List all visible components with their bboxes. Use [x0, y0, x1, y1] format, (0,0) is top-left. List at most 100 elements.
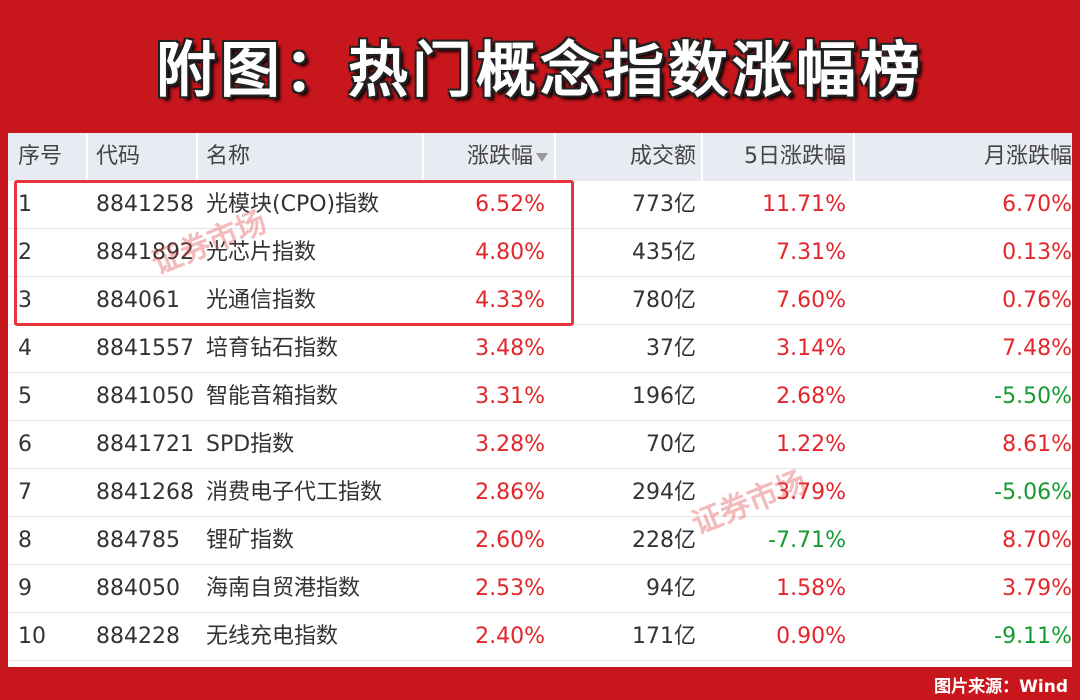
table-cell: 2 — [18, 240, 32, 265]
column-header: 序号 — [18, 144, 63, 169]
table-cell: 3.48% — [475, 336, 545, 361]
table-cell: 3.79% — [1002, 576, 1072, 601]
table-cell: 培育钻石指数 — [206, 336, 339, 361]
table-cell: 0.13% — [1002, 240, 1072, 265]
table-cell: 8.70% — [1002, 528, 1072, 553]
table-cell: 8 — [18, 528, 32, 553]
table-cell: 2.60% — [475, 528, 545, 553]
table-cell: 8841258 — [96, 192, 194, 217]
table-cell: 8841557 — [96, 336, 194, 361]
table-cell: 70亿 — [646, 432, 696, 457]
table-cell: 2.40% — [475, 624, 545, 649]
header-cell-bg — [855, 133, 1072, 181]
table-cell: 光通信指数 — [206, 288, 317, 313]
row-separator — [8, 420, 1072, 421]
table-cell: 3.28% — [475, 432, 545, 457]
table-cell: -9.11% — [994, 624, 1072, 649]
table-cell: 0.76% — [1002, 288, 1072, 313]
table-cell: -5.50% — [994, 384, 1072, 409]
row-separator — [8, 372, 1072, 373]
table-cell: 7.60% — [776, 288, 846, 313]
table-cell: 294亿 — [632, 480, 696, 505]
table-cell: 9 — [18, 576, 32, 601]
table-panel: 序号 代码 名称 涨跌幅 成交额 5日涨跌幅 月涨跌幅 1 8841258 光模块(CPO)指数 6… — [8, 133, 1072, 667]
table-cell: 6 — [18, 432, 32, 457]
column-header: 成交额 — [629, 144, 696, 169]
table-cell: 11.71% — [762, 192, 846, 217]
header-cell-bg — [88, 133, 196, 181]
table-cell: 4.33% — [475, 288, 545, 313]
source-note: 图片来源：Wind — [934, 677, 1068, 697]
column-header: 涨跌幅 — [466, 144, 533, 169]
table-cell: 1 — [18, 192, 32, 217]
row-separator — [8, 468, 1072, 469]
table-cell: 7 — [18, 480, 32, 505]
column-header: 代码 — [96, 144, 141, 169]
table-cell: 1.22% — [776, 432, 846, 457]
table-cell: 智能音箱指数 — [206, 384, 339, 409]
table-cell: 171亿 — [632, 624, 696, 649]
header-cell-bg — [198, 133, 422, 181]
header-cell-bg — [8, 133, 86, 181]
table-cell: 8841050 — [96, 384, 194, 409]
row-separator — [8, 564, 1072, 565]
table-cell: 3.79% — [776, 480, 846, 505]
table-cell: 3.14% — [776, 336, 846, 361]
table-cell: 435亿 — [632, 240, 696, 265]
table-cell: 0.90% — [776, 624, 846, 649]
table-cell: 4.80% — [475, 240, 545, 265]
table-cell: 海南自贸港指数 — [206, 576, 361, 601]
table-cell: 2.68% — [776, 384, 846, 409]
table-cell: 6.52% — [475, 192, 545, 217]
table-cell: 5 — [18, 384, 32, 409]
column-header: 月涨跌幅 — [983, 144, 1072, 169]
column-header: 名称 — [206, 144, 251, 169]
row-separator — [8, 516, 1072, 517]
table-cell: 780亿 — [632, 288, 696, 313]
banner-title: 附图：热门概念指数涨幅榜 — [156, 36, 924, 106]
table-cell: 3 — [18, 288, 32, 313]
row-separator — [8, 660, 1072, 661]
table-cell: -5.06% — [994, 480, 1072, 505]
table-cell: 7.31% — [776, 240, 846, 265]
header-cell-bg — [424, 133, 554, 181]
table-cell: 1.58% — [776, 576, 846, 601]
row-separator — [8, 276, 1072, 277]
table-cell: 8841721 — [96, 432, 194, 457]
header-cell-bg — [556, 133, 701, 181]
table-cell: SPD指数 — [206, 432, 295, 457]
header-cell-bg — [703, 133, 853, 181]
table-cell: 884061 — [96, 288, 180, 313]
table-cell: 773亿 — [632, 192, 696, 217]
table-cell: 8841892 — [96, 240, 194, 265]
table-cell: 光芯片指数 — [206, 240, 317, 265]
table-cell: 8.61% — [1002, 432, 1072, 457]
column-header: 5日涨跌幅 — [744, 144, 846, 169]
table-cell: 锂矿指数 — [206, 528, 295, 553]
table-cell: -7.71% — [768, 528, 846, 553]
table-cell: 消费电子代工指数 — [206, 480, 383, 505]
table-cell: 884050 — [96, 576, 180, 601]
table-cell: 6.70% — [1002, 192, 1072, 217]
table-cell: 2.86% — [475, 480, 545, 505]
table-cell: 228亿 — [632, 528, 696, 553]
table-cell: 37亿 — [646, 336, 696, 361]
table-cell: 2.53% — [475, 576, 545, 601]
table-cell: 光模块(CPO)指数 — [206, 192, 380, 217]
highlight-box — [14, 180, 574, 326]
table-cell: 4 — [18, 336, 32, 361]
table-cell: 8841268 — [96, 480, 194, 505]
table-cell: 7.48% — [1002, 336, 1072, 361]
row-separator — [8, 228, 1072, 229]
table-cell: 884228 — [96, 624, 180, 649]
sort-arrow — [536, 153, 548, 162]
table-cell: 无线充电指数 — [206, 624, 339, 649]
table-cell: 884785 — [96, 528, 180, 553]
row-separator — [8, 612, 1072, 613]
table-cell: 3.31% — [475, 384, 545, 409]
table-cell: 94亿 — [646, 576, 696, 601]
table-cell: 10 — [18, 624, 46, 649]
table-cell: 196亿 — [632, 384, 696, 409]
sort-icon — [536, 153, 548, 162]
